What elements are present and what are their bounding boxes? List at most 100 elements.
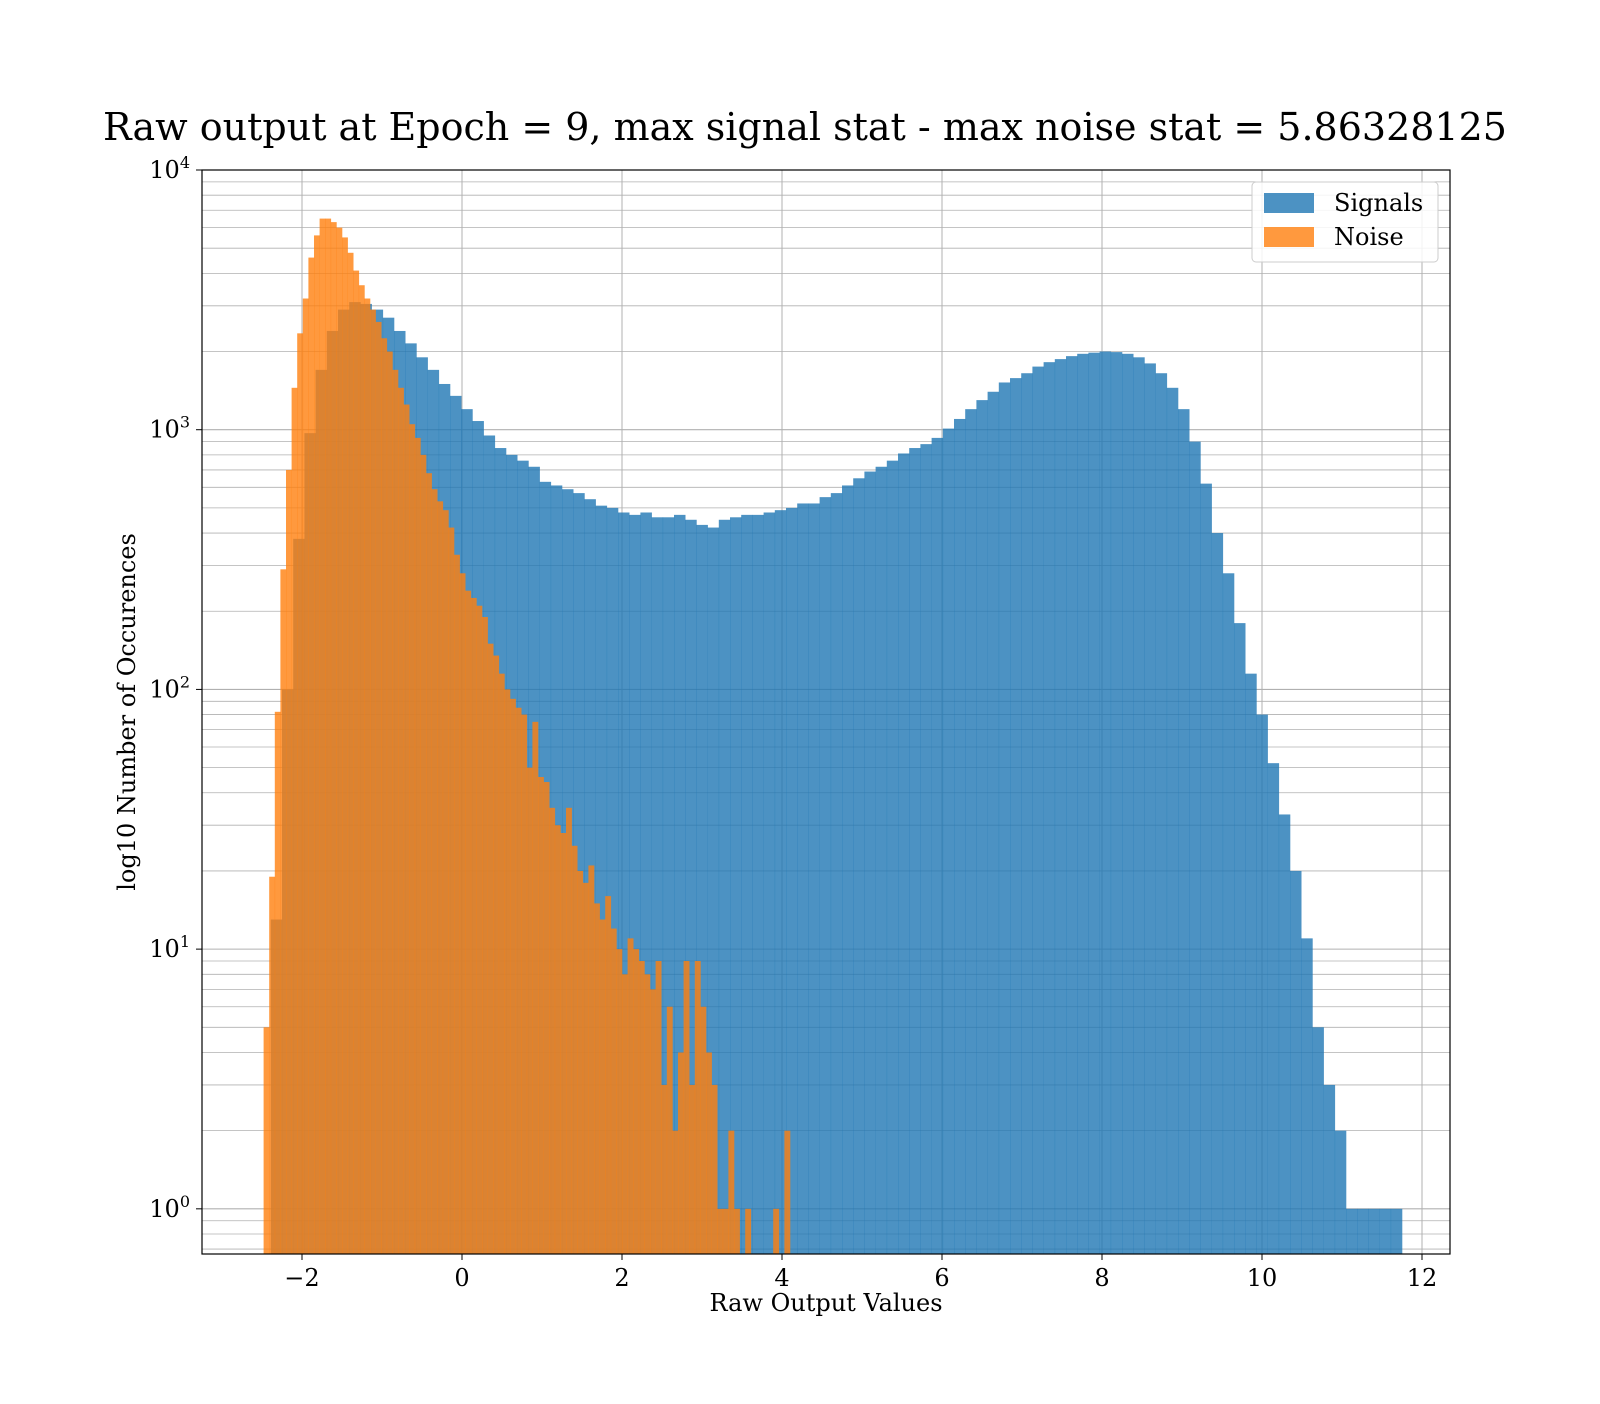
histogram-bar-signals [808, 503, 820, 1255]
histogram-bar-noise [627, 938, 634, 1254]
histogram-bar-noise [599, 919, 606, 1254]
histogram-bar-noise [644, 974, 651, 1254]
histogram-bar-noise [706, 1052, 712, 1254]
histogram-bar-signals [830, 493, 843, 1254]
histogram-bar-signals [965, 409, 977, 1254]
histogram-bar-noise [476, 605, 483, 1254]
y-axis-ticks: 100 101 102 103 104 [149, 153, 202, 1223]
x-tick-label: 6 [934, 1264, 949, 1292]
histogram-bar-signals [886, 460, 899, 1254]
histogram-bar-signals [1155, 373, 1168, 1254]
histogram-bar-signals [1357, 1208, 1369, 1254]
x-tick-label: 2 [614, 1264, 629, 1292]
histogram-bar-signals [875, 466, 888, 1254]
histogram-bar-noise [560, 832, 567, 1254]
histogram-bar-signals [651, 517, 664, 1254]
histogram-bar-noise [728, 1130, 735, 1254]
histogram-bar-noise [498, 673, 505, 1254]
x-tick-label: −2 [284, 1264, 319, 1292]
histogram-bar-signals [1267, 763, 1280, 1254]
histogram-bar-signals [1032, 366, 1044, 1254]
x-tick-label: 12 [1407, 1264, 1438, 1292]
histogram-bar-noise [370, 309, 376, 1254]
histogram-bar-noise [666, 1006, 673, 1254]
histogram-bar-signals [1368, 1208, 1380, 1254]
histogram-bar-noise [616, 949, 623, 1254]
histogram-bar-noise [325, 218, 332, 1255]
histogram-bar-noise [526, 767, 533, 1254]
histogram-bar-signals [786, 507, 798, 1255]
histogram-bar-noise [745, 1208, 752, 1254]
x-tick-label: 0 [454, 1264, 469, 1292]
histogram-bar-signals [1245, 673, 1257, 1254]
histogram-bar-noise [683, 961, 690, 1254]
histogram-bar-noise [711, 1084, 718, 1254]
x-axis-label: Raw Output Values [709, 1289, 942, 1317]
histogram-bar-signals [1066, 356, 1078, 1255]
histogram-bar-noise [504, 689, 511, 1254]
histogram-bar-signals [842, 485, 854, 1254]
histogram-bar-noise [773, 1208, 780, 1254]
histogram-bar-noise [672, 1130, 679, 1254]
histogram-bar-signals [1166, 387, 1179, 1254]
histogram-bar-noise [409, 424, 416, 1254]
histogram-bar-signals [909, 448, 921, 1254]
histogram-bar-signals [1346, 1208, 1358, 1254]
histogram-bar-noise [661, 1084, 668, 1254]
histogram-bar-signals [1379, 1208, 1392, 1254]
histogram-bar-signals [1222, 573, 1235, 1254]
histogram-bar-noise [633, 949, 640, 1254]
histogram-bar-noise [605, 896, 612, 1254]
histogram-bar-noise [521, 714, 528, 1254]
legend-label-noise: Noise [1334, 223, 1404, 251]
histogram-bar-signals [640, 512, 652, 1254]
legend: Signals Noise [1251, 181, 1439, 263]
histogram-bar-signals [797, 503, 809, 1255]
histogram-bar-signals [618, 512, 630, 1254]
histogram-bar-noise [543, 782, 550, 1254]
histogram-bar-noise [470, 597, 477, 1254]
histogram-bar-noise [437, 501, 444, 1255]
y-tick-label: 104 [149, 153, 190, 184]
histogram-bar-noise [398, 387, 404, 1254]
legend-swatch-noise [1264, 227, 1314, 247]
histogram-bar-signals [1211, 533, 1224, 1254]
histogram-bar-signals [1323, 1084, 1336, 1254]
histogram-bar-noise [274, 711, 281, 1254]
histogram-bar-signals [1278, 814, 1291, 1254]
histogram-bar-noise [381, 338, 388, 1254]
histogram-bar-signals [931, 437, 944, 1254]
histogram-bar-signals [1200, 483, 1212, 1255]
histogram-bar-signals [595, 505, 608, 1254]
histogram-bar-noise [286, 469, 292, 1255]
histogram-bar-noise [487, 643, 494, 1254]
x-tick-label: 8 [1094, 1264, 1109, 1292]
x-tick-label: 10 [1247, 1264, 1278, 1292]
histogram-bar-signals [819, 497, 832, 1255]
histogram-bar-signals [1290, 870, 1302, 1254]
histogram-bar-signals [662, 517, 675, 1254]
histogram-bar-noise [566, 807, 572, 1254]
histogram-bar-signals [976, 400, 988, 1255]
histogram-bar-signals [1122, 353, 1134, 1254]
series-noise [263, 218, 791, 1255]
histogram-bar-signals [696, 524, 708, 1254]
histogram-bar-signals [998, 382, 1011, 1254]
histogram-bar-signals [1256, 714, 1268, 1254]
histogram-bar-signals [898, 453, 910, 1254]
legend-label-signals: Signals [1334, 189, 1423, 217]
histogram-bar-signals [1021, 373, 1033, 1254]
y-tick-label: 103 [149, 413, 190, 444]
histogram-bar-noise [454, 554, 460, 1254]
histogram-bar-noise [364, 298, 371, 1254]
histogram-bar-noise [594, 903, 600, 1254]
histogram-bar-signals [853, 478, 865, 1254]
histogram-bar-noise [302, 298, 309, 1254]
histogram-bar-signals [1088, 352, 1100, 1254]
histogram-bar-noise [336, 227, 343, 1254]
histogram-bar-noise [308, 257, 315, 1254]
histogram-bar-noise [622, 974, 628, 1254]
histogram-bar-noise [353, 270, 360, 1254]
histogram-bar-noise [571, 845, 578, 1254]
